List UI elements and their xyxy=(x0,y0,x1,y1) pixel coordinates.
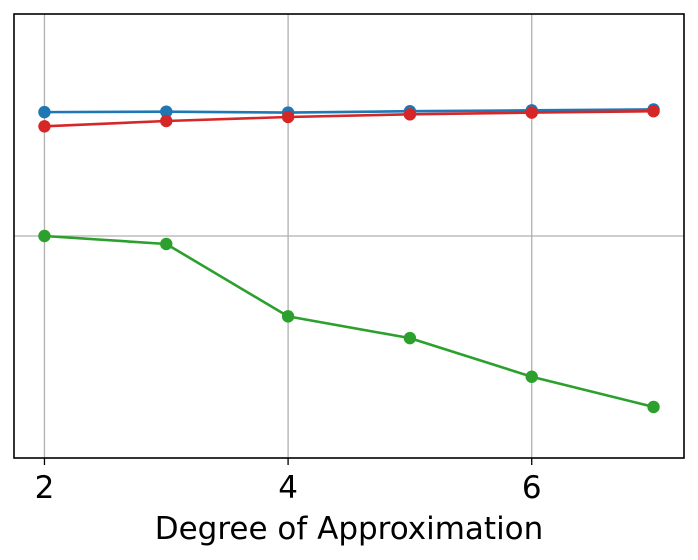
x-tick-label: 4 xyxy=(278,470,298,506)
series-line-3 xyxy=(44,234,654,409)
data-point xyxy=(160,114,173,128)
data-point xyxy=(647,400,660,414)
series-line-1 xyxy=(44,108,654,114)
x-ticks: 2 4 6 xyxy=(35,458,542,506)
data-point xyxy=(38,105,51,119)
data-point xyxy=(160,237,173,251)
data-point xyxy=(647,105,660,118)
data-point xyxy=(38,229,51,243)
x-axis-label: Degree of Approximation xyxy=(155,511,544,547)
x-tick-label: 6 xyxy=(522,470,542,506)
plot-frame xyxy=(13,13,685,459)
data-point xyxy=(403,108,417,121)
x-tick-label: 2 xyxy=(35,470,55,506)
grid-lines xyxy=(14,14,684,458)
data-point xyxy=(281,310,295,323)
data-point xyxy=(160,105,173,118)
data-point xyxy=(403,331,417,345)
series-lines xyxy=(38,103,660,414)
series-line-2 xyxy=(44,109,654,128)
data-point xyxy=(281,110,295,124)
data-point xyxy=(525,106,538,119)
data-point xyxy=(38,120,51,133)
data-point xyxy=(525,370,538,383)
